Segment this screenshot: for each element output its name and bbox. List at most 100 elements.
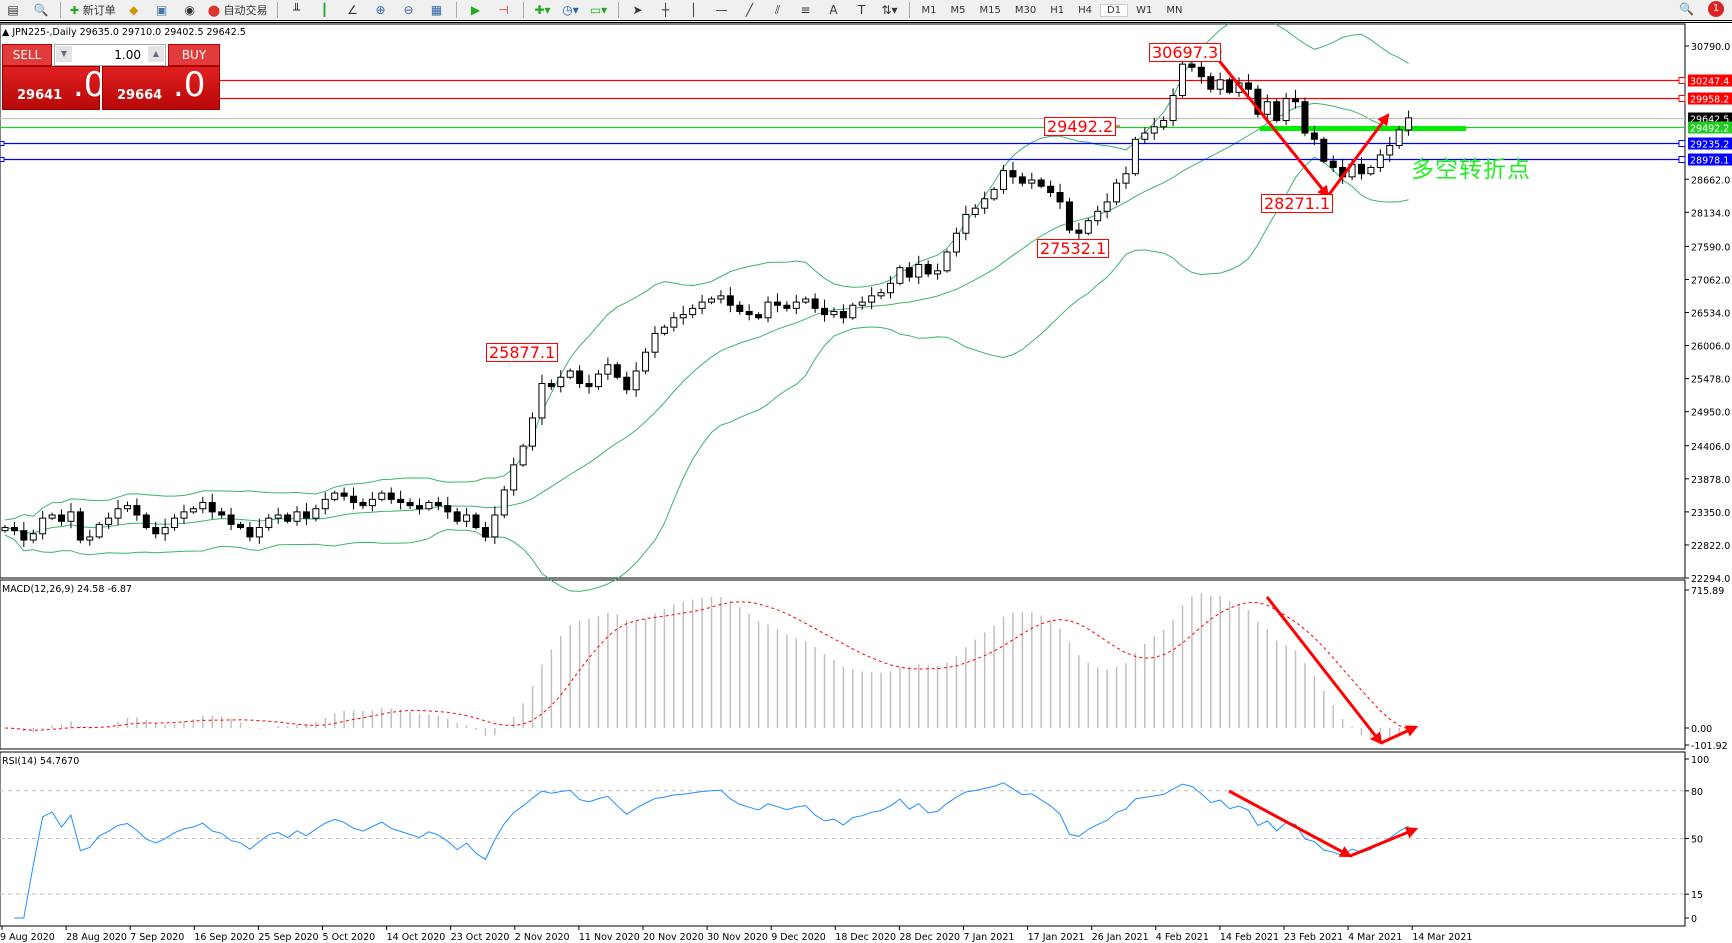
notification-badge[interactable]: 1 <box>1708 1 1724 17</box>
indicators-icon[interactable]: ✚▾ <box>534 3 551 17</box>
candle-bullish <box>463 514 471 522</box>
annotation-high[interactable]: 30697.3 <box>1149 43 1222 62</box>
candle-bearish <box>350 495 358 503</box>
annotation-low-january[interactable]: 27532.1 <box>1037 239 1110 258</box>
lot-size-input[interactable]: ▼ 1.00 ▲ <box>54 44 166 66</box>
zoom-out-icon[interactable]: ⊖ <box>403 3 414 17</box>
timeframe-m1[interactable]: M1 <box>921 4 937 16</box>
vertical-line-icon[interactable]: │ <box>689 3 698 17</box>
annotation-november[interactable]: 25877.1 <box>486 343 559 362</box>
annotation-low-march[interactable]: 28271.1 <box>1261 194 1334 213</box>
history-icon[interactable]: ◆ <box>129 3 139 17</box>
candle-bearish <box>481 527 489 538</box>
timeframe-w1[interactable]: W1 <box>1136 4 1153 16</box>
candle-bearish <box>623 376 631 391</box>
signals-icon[interactable]: ◉ <box>184 3 195 17</box>
lot-value[interactable]: 1.00 <box>114 48 141 62</box>
date-axis-label: 19 Aug 2020 <box>0 932 55 943</box>
candle-bearish <box>839 310 847 319</box>
candle-bearish <box>613 364 621 378</box>
candle-bullish <box>114 508 122 519</box>
candle-bullish <box>1113 182 1121 203</box>
candle-bullish <box>698 301 706 309</box>
horizontal-line-icon[interactable]: — <box>715 3 728 17</box>
sell-price-button[interactable]: 29641 .0 <box>2 65 105 110</box>
symbol-info: ▲ JPN225-,Daily 29635.0 29710.0 29402.5 … <box>2 27 246 38</box>
candle-bearish <box>1047 185 1055 194</box>
candle-bullish <box>48 514 56 519</box>
fibonacci-icon[interactable]: ≡ <box>800 3 811 17</box>
trendline-icon[interactable]: ╱ <box>745 3 754 17</box>
bollinger-middle-band <box>4 102 1409 534</box>
date-axis-label: 17 Jan 2021 <box>1028 932 1085 943</box>
tile-windows-icon[interactable]: ▦ <box>430 3 443 17</box>
buy-price-button[interactable]: 29664 .0 <box>102 65 220 110</box>
timeframe-mn[interactable]: MN <box>1166 4 1183 16</box>
candle-bullish <box>971 207 979 215</box>
bar-chart-icon[interactable]: ╨ <box>292 3 301 17</box>
separator <box>908 2 910 18</box>
date-axis-label: 14 Mar 2021 <box>1412 932 1472 943</box>
new-order-button[interactable]: ✚ 新订单 <box>67 1 119 19</box>
candle-bullish <box>566 370 574 378</box>
lot-decrease-icon[interactable]: ▼ <box>56 46 72 62</box>
candle-bearish <box>397 498 405 503</box>
search-icon[interactable]: 🔍 <box>1679 2 1694 16</box>
candle-bullish <box>642 351 650 372</box>
text-label-icon[interactable]: T <box>857 3 866 17</box>
timeframe-m15[interactable]: M15 <box>979 4 1001 16</box>
candle-bearish <box>783 304 791 309</box>
price-axis-label: 28134.0 <box>1691 208 1730 219</box>
timeframe-m5[interactable]: M5 <box>950 4 966 16</box>
periods-icon[interactable]: ◷▾ <box>562 3 579 17</box>
candle-bullish <box>1216 79 1224 90</box>
macd-axis-label: 715.89 <box>1691 586 1724 597</box>
price-line-label-bg <box>1688 74 1732 87</box>
candlestick-icon[interactable]: ┃ <box>320 3 329 17</box>
zoom-in-icon[interactable]: ⊕ <box>375 3 386 17</box>
candle-bullish <box>1160 120 1168 128</box>
timeframe-m30[interactable]: M30 <box>1014 4 1037 16</box>
candle-bullish <box>1367 166 1375 175</box>
templates-icon[interactable]: ▭▾ <box>589 3 608 17</box>
buy-button[interactable]: BUY <box>168 44 220 66</box>
autoscroll-icon[interactable]: ▶ <box>470 3 481 17</box>
candle-bullish <box>952 232 960 253</box>
timeframe-h1[interactable]: H1 <box>1050 4 1065 16</box>
date-axis-label: 5 Oct 2020 <box>323 932 376 943</box>
timeframe-d1[interactable]: D1 <box>1100 3 1129 17</box>
candle-bearish <box>1310 132 1318 140</box>
timeframe-h4[interactable]: H4 <box>1078 4 1093 16</box>
sell-button[interactable]: SELL <box>2 44 52 66</box>
navigator-icon[interactable]: 🔍 <box>33 3 49 17</box>
new-chart-icon[interactable]: ▤ <box>7 3 19 17</box>
candle-bullish <box>868 295 876 303</box>
date-axis-label: 28 Aug 2020 <box>66 932 127 943</box>
rsi-label: RSI(14) 54.7670 <box>2 756 80 767</box>
crosshair-icon[interactable]: ┼ <box>661 3 670 17</box>
main-chart-frame <box>0 23 1686 579</box>
terminal-icon[interactable]: ▣ <box>156 3 168 17</box>
cursor-icon[interactable]: ➤ <box>632 3 643 17</box>
up-arrow-rsi <box>1349 827 1419 858</box>
candle-bearish <box>1197 66 1205 78</box>
candle-bearish <box>1301 101 1309 134</box>
up-arrow-macd <box>1380 725 1419 745</box>
auto-trading-icon: ⬤ <box>207 3 221 17</box>
text-icon[interactable]: A <box>829 3 838 17</box>
lot-increase-icon[interactable]: ▲ <box>148 46 164 62</box>
date-axis-label: 14 Feb 2021 <box>1220 932 1279 943</box>
candle-bullish <box>1150 126 1158 134</box>
chart-shift-icon[interactable]: ⊣ <box>498 3 509 17</box>
line-chart-icon[interactable]: ∠ <box>347 3 358 17</box>
date-axis-label: 28 Dec 2020 <box>899 932 960 943</box>
annotation-level[interactable]: 29492.2 <box>1044 117 1117 136</box>
turning-point-note[interactable]: 多空转折点 <box>1411 157 1531 183</box>
candle-bullish <box>1028 179 1036 184</box>
equidistant-channel-icon[interactable]: ⫽ <box>774 2 781 17</box>
rsi-axis-label: 100 <box>1691 755 1709 766</box>
price-axis-label: 30790.0 <box>1691 42 1730 53</box>
arrows-icon[interactable]: ⇅▾ <box>881 3 898 17</box>
auto-trading-button[interactable]: ⬤ 自动交易 <box>205 1 271 19</box>
